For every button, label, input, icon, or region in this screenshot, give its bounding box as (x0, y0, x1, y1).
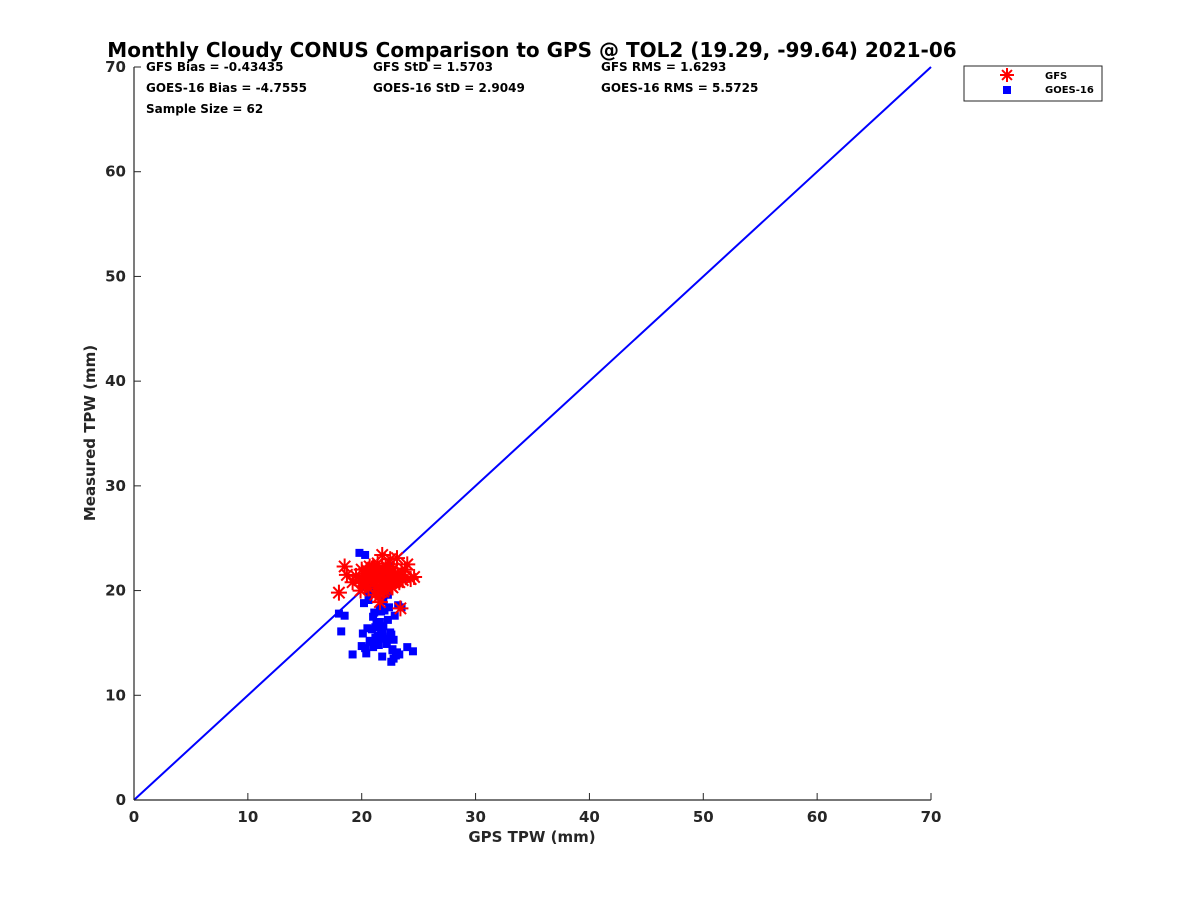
goes16-point (371, 633, 380, 642)
legend: GFS GOES-16 (963, 65, 1103, 102)
stat-goes16-rms: GOES-16 RMS = 5.5725 (601, 81, 758, 95)
x-tick-label: 40 (579, 808, 600, 826)
goes16-point (385, 603, 394, 612)
goes16-point (340, 611, 349, 620)
one-to-one-line (133, 66, 932, 801)
goes16-point (369, 612, 378, 621)
y-tick-label: 70 (105, 58, 126, 76)
legend-gfs-marker (1000, 68, 1014, 82)
goes16-point (348, 650, 357, 659)
x-tick-label: 60 (807, 808, 828, 826)
goes16-point (364, 595, 373, 604)
goes16-point (378, 652, 387, 661)
goes16-point (389, 654, 398, 663)
goes16-point (359, 599, 368, 608)
y-tick-label: 50 (105, 267, 126, 285)
goes16-point (370, 608, 379, 617)
x-tick-label: 20 (351, 808, 372, 826)
legend-goes16-label: GOES-16 (1045, 85, 1094, 96)
goes16-point (361, 644, 370, 653)
goes16-point (383, 615, 392, 624)
x-tick-label: 70 (921, 808, 942, 826)
goes16-point (379, 622, 388, 631)
goes16-point (386, 632, 395, 641)
goes16-point (408, 647, 417, 656)
x-tick-label: 10 (237, 808, 258, 826)
gfs-point (393, 563, 410, 580)
y-tick-label: 10 (105, 686, 126, 704)
goes16-point (358, 629, 367, 638)
legend-goes16-marker (1003, 86, 1011, 94)
y-ticks: 0 10 20 30 40 50 60 70 (105, 58, 141, 809)
goes16-point (403, 643, 412, 652)
gfs-point (379, 561, 396, 578)
goes16-point (380, 634, 389, 643)
stat-gfs-rms: GFS RMS = 1.6293 (601, 60, 726, 74)
x-axis-label: GPS TPW (mm) (468, 828, 595, 846)
goes16-point (372, 619, 381, 628)
stat-goes16-bias: GOES-16 Bias = -4.7555 (146, 81, 307, 95)
goes16-point (378, 629, 387, 638)
gfs-point (352, 582, 369, 599)
stats-block: GFS Bias = -0.43435 GOES-16 Bias = -4.75… (146, 60, 758, 116)
gfs-point (392, 600, 409, 617)
chart-title: Monthly Cloudy CONUS Comparison to GPS @… (107, 38, 956, 62)
gfs-point (330, 584, 347, 601)
goes16-point (373, 638, 382, 647)
y-tick-label: 20 (105, 582, 126, 600)
y-tick-label: 0 (116, 791, 126, 809)
stat-goes16-std: GOES-16 StD = 2.9049 (373, 81, 525, 95)
goes16-point (395, 650, 404, 659)
goes16-point (334, 609, 343, 618)
y-tick-label: 60 (105, 163, 126, 181)
goes16-point (369, 643, 378, 652)
goes16-point (382, 639, 391, 648)
goes16-point (388, 646, 397, 655)
stat-sample-size: Sample Size = 62 (146, 102, 263, 116)
gfs-point (359, 571, 376, 588)
y-tick-label: 40 (105, 372, 126, 390)
legend-goes16-symbol (1003, 86, 1011, 94)
gfs-point (373, 576, 390, 593)
legend-gfs-symbol (1000, 68, 1014, 82)
legend-gfs-label: GFS (1045, 71, 1067, 82)
gfs-series-layer (330, 546, 423, 617)
reference-line-layer (133, 66, 932, 801)
goes16-point (355, 548, 364, 557)
stat-gfs-std: GFS StD = 1.5703 (373, 60, 493, 74)
x-tick-label: 0 (129, 808, 139, 826)
goes16-point (337, 627, 346, 636)
goes16-point (363, 624, 372, 633)
goes16-point (372, 586, 381, 595)
goes16-point (377, 607, 386, 616)
x-ticks: 0 10 20 30 40 50 60 70 (129, 793, 942, 826)
goes16-point (367, 625, 376, 634)
x-tick-label: 50 (693, 808, 714, 826)
goes16-point (365, 636, 374, 645)
stat-gfs-bias: GFS Bias = -0.43435 (146, 60, 283, 74)
plot-area: 0 10 20 30 40 50 60 70 0 10 20 30 40 50 60 70 (105, 58, 941, 826)
gfs-point (406, 568, 423, 585)
goes16-point (361, 550, 370, 559)
x-tick-label: 30 (465, 808, 486, 826)
y-tick-label: 30 (105, 477, 126, 495)
legend-box (963, 65, 1103, 102)
goes16-point (390, 611, 399, 620)
y-axis-label: Measured TPW (mm) (81, 345, 99, 521)
gfs-point (383, 578, 400, 595)
goes16-point (362, 649, 371, 658)
